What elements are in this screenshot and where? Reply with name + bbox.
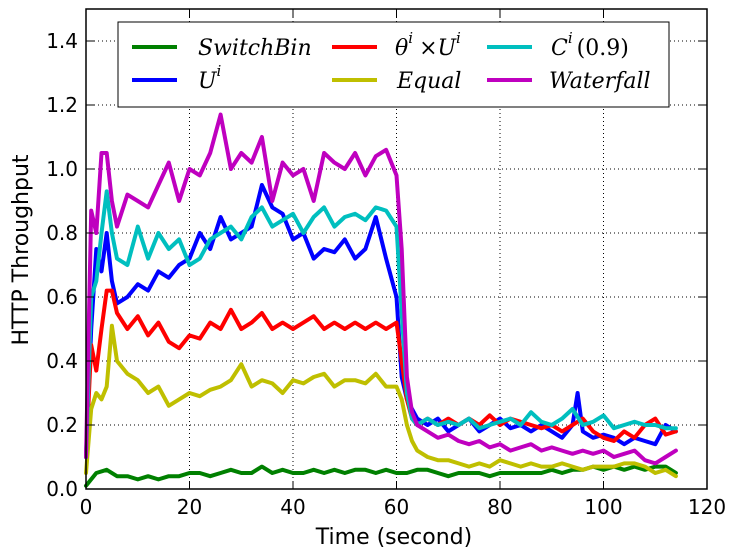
x-tick-label: 120 xyxy=(688,495,726,519)
legend-label-equal: Equal xyxy=(396,69,461,94)
y-tick-label: 0.6 xyxy=(46,285,78,309)
legend-label-switchbin: SwitchBin xyxy=(198,36,312,61)
legend-label-c09: Ci (0.9) xyxy=(551,29,629,61)
x-tick-label: 80 xyxy=(487,495,512,519)
y-tick-label: 0.8 xyxy=(46,221,78,245)
legend-label-theta-u: θi ×Ui xyxy=(395,29,461,61)
x-tick-label: 40 xyxy=(280,495,305,519)
legend: SwitchBin Ui θi ×Ui Equal Ci (0.9) Waterfa… xyxy=(117,21,670,108)
x-tick-label: 0 xyxy=(80,495,93,519)
series-lines xyxy=(84,112,678,488)
axis-ticks: 0 20 40 60 80 100 120 0.0 0.2 0.4 0.6 0.8 1.0 1.2 1.4 xyxy=(46,9,726,519)
y-tick-label: 1.0 xyxy=(46,157,78,181)
series-line-1 xyxy=(84,183,678,459)
series-line-3 xyxy=(84,323,678,479)
series-line-2 xyxy=(84,288,678,459)
legend-label-waterfall: Waterfall xyxy=(549,69,651,94)
y-tick-label: 1.2 xyxy=(46,93,78,117)
y-tick-label: 1.4 xyxy=(46,29,78,53)
x-tick-label: 100 xyxy=(584,495,622,519)
legend-label-u: Ui xyxy=(198,62,222,94)
y-tick-label: 0.4 xyxy=(46,349,78,373)
y-axis-label: HTTP Throughput xyxy=(9,154,34,345)
x-tick-label: 20 xyxy=(177,495,202,519)
y-tick-label: 0.0 xyxy=(46,477,78,501)
x-tick-label: 60 xyxy=(384,495,409,519)
x-axis-label: Time (second) xyxy=(315,525,472,550)
series-line-4 xyxy=(84,189,678,459)
legend-box xyxy=(117,21,670,108)
y-tick-label: 0.2 xyxy=(46,413,78,437)
series-line-5 xyxy=(84,112,678,466)
